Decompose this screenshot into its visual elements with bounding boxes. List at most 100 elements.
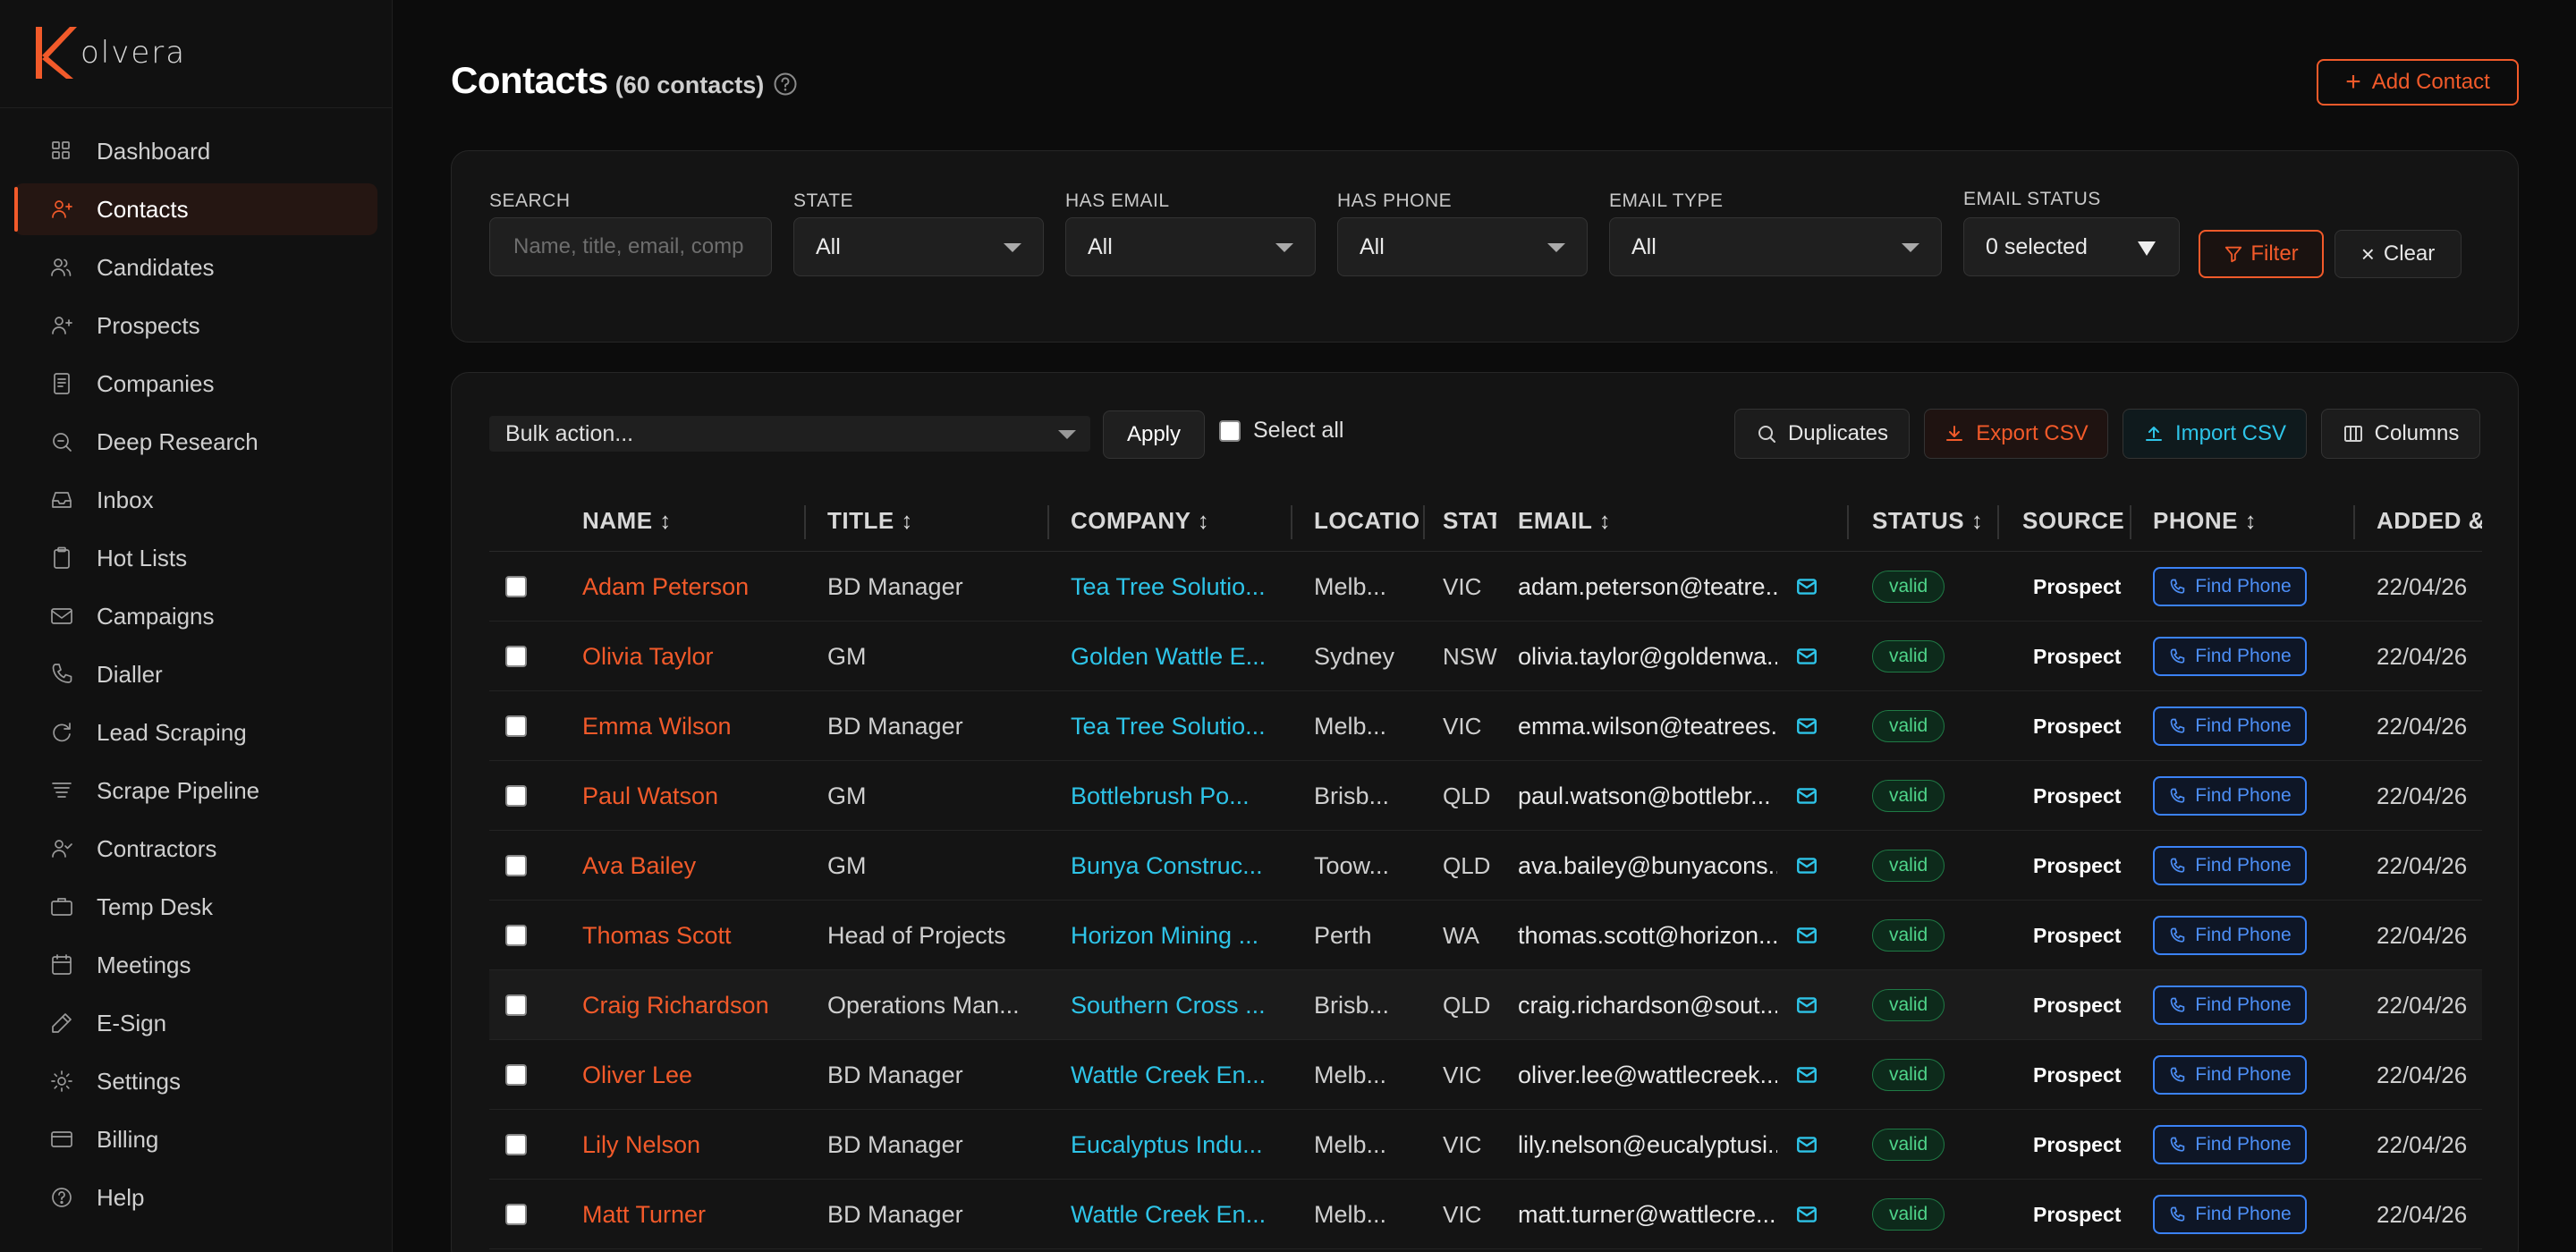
row-checkbox[interactable] bbox=[505, 622, 527, 691]
contact-name-link[interactable]: Matt Turner bbox=[582, 1200, 707, 1228]
company-link[interactable]: Golden Wattle E... bbox=[1071, 642, 1267, 670]
company-link[interactable]: Bottlebrush Po... bbox=[1071, 782, 1250, 809]
table-row[interactable]: Lily Nelson BD Manager Eucalyptus Indu... M… bbox=[489, 1110, 2482, 1180]
send-email-button[interactable] bbox=[1795, 552, 1824, 622]
send-email-button[interactable] bbox=[1795, 1110, 1824, 1180]
checkbox[interactable] bbox=[505, 925, 527, 946]
checkbox[interactable] bbox=[505, 1134, 527, 1155]
table-row[interactable]: Thomas Scott Head of Projects Horizon Mini… bbox=[489, 901, 2482, 970]
checkbox[interactable] bbox=[505, 1204, 527, 1225]
checkbox[interactable] bbox=[1219, 419, 1241, 442]
col-company[interactable]: COMPANY ↕ bbox=[1071, 506, 1210, 534]
contact-name-link[interactable]: Oliver Lee bbox=[582, 1061, 693, 1088]
find-phone-button[interactable]: Find Phone bbox=[2153, 776, 2307, 816]
column-divider[interactable] bbox=[1997, 505, 1999, 539]
company-link[interactable]: Southern Cross ... bbox=[1071, 991, 1266, 1019]
columns-button[interactable]: Columns bbox=[2321, 409, 2480, 459]
sidebar-item-inbox[interactable]: Inbox bbox=[14, 474, 377, 526]
contact-name-link[interactable]: Emma Wilson bbox=[582, 712, 732, 740]
help-circle-icon[interactable] bbox=[773, 72, 798, 97]
send-email-button[interactable] bbox=[1795, 901, 1824, 970]
column-divider[interactable] bbox=[2353, 505, 2355, 539]
col-name[interactable]: NAME ↕ bbox=[582, 506, 672, 534]
find-phone-button[interactable]: Find Phone bbox=[2153, 1055, 2307, 1095]
send-email-button[interactable] bbox=[1795, 831, 1824, 901]
company-link[interactable]: Bunya Construc... bbox=[1071, 851, 1263, 879]
table-row[interactable]: Emma Wilson BD Manager Tea Tree Solutio...… bbox=[489, 691, 2482, 761]
export-csv-button[interactable]: Export CSV bbox=[1924, 409, 2108, 459]
send-email-button[interactable] bbox=[1795, 761, 1824, 831]
find-phone-button[interactable]: Find Phone bbox=[2153, 1195, 2307, 1234]
col-email[interactable]: EMAIL ↕ bbox=[1518, 506, 1612, 534]
column-divider[interactable] bbox=[1423, 505, 1425, 539]
row-checkbox[interactable] bbox=[505, 1110, 527, 1180]
company-link[interactable]: Horizon Mining ... bbox=[1071, 921, 1259, 949]
table-row[interactable]: Matt Turner BD Manager Wattle Creek En... M… bbox=[489, 1180, 2482, 1249]
checkbox[interactable] bbox=[505, 855, 527, 876]
filter-button[interactable]: Filter bbox=[2199, 230, 2324, 278]
column-divider[interactable] bbox=[1047, 505, 1049, 539]
email-status-select[interactable]: 0 selected bbox=[1963, 217, 2180, 276]
select-all-checkbox[interactable]: Select all bbox=[1219, 418, 1343, 444]
send-email-button[interactable] bbox=[1795, 1040, 1824, 1110]
find-phone-button[interactable]: Find Phone bbox=[2153, 637, 2307, 676]
row-checkbox[interactable] bbox=[505, 970, 527, 1040]
find-phone-button[interactable]: Find Phone bbox=[2153, 916, 2307, 955]
find-phone-button[interactable]: Find Phone bbox=[2153, 846, 2307, 885]
checkbox[interactable] bbox=[505, 1064, 527, 1086]
company-link[interactable]: Tea Tree Solutio... bbox=[1071, 712, 1266, 740]
row-checkbox[interactable] bbox=[505, 831, 527, 901]
find-phone-button[interactable]: Find Phone bbox=[2153, 1125, 2307, 1164]
sidebar-item-settings[interactable]: Settings bbox=[14, 1055, 377, 1107]
sidebar-item-meetings[interactable]: Meetings bbox=[14, 939, 377, 991]
sidebar-item-contractors[interactable]: Contractors bbox=[14, 823, 377, 875]
sidebar-item-dashboard[interactable]: Dashboard bbox=[14, 125, 377, 177]
find-phone-button[interactable]: Find Phone bbox=[2153, 986, 2307, 1025]
row-checkbox[interactable] bbox=[505, 691, 527, 761]
row-checkbox[interactable] bbox=[505, 761, 527, 831]
column-divider[interactable] bbox=[1291, 505, 1292, 539]
has-email-select[interactable]: All bbox=[1065, 217, 1316, 276]
table-row[interactable]: Craig Richardson Operations Man... Souther… bbox=[489, 970, 2482, 1040]
column-divider[interactable] bbox=[1847, 505, 1849, 539]
company-link[interactable]: Tea Tree Solutio... bbox=[1071, 572, 1266, 600]
column-divider[interactable] bbox=[2130, 505, 2131, 539]
contact-name-link[interactable]: Adam Peterson bbox=[582, 572, 750, 600]
contact-name-link[interactable]: Olivia Taylor bbox=[582, 642, 714, 670]
search-input[interactable]: Name, title, email, comp bbox=[489, 217, 772, 276]
table-row[interactable]: Paul Watson GM Bottlebrush Po... Brisb... QL… bbox=[489, 761, 2482, 831]
table-row[interactable]: Adam Peterson BD Manager Tea Tree Solutio.… bbox=[489, 552, 2482, 622]
send-email-button[interactable] bbox=[1795, 622, 1824, 691]
checkbox[interactable] bbox=[505, 715, 527, 737]
contact-name-link[interactable]: Craig Richardson bbox=[582, 991, 769, 1019]
find-phone-button[interactable]: Find Phone bbox=[2153, 567, 2307, 606]
email-type-select[interactable]: All bbox=[1609, 217, 1942, 276]
row-checkbox[interactable] bbox=[505, 1040, 527, 1110]
sidebar-item-help[interactable]: Help bbox=[14, 1172, 377, 1223]
sidebar-item-hot-lists[interactable]: Hot Lists bbox=[14, 532, 377, 584]
contact-name-link[interactable]: Ava Bailey bbox=[582, 851, 697, 879]
apply-button[interactable]: Apply bbox=[1103, 410, 1205, 459]
sidebar-item-campaigns[interactable]: Campaigns bbox=[14, 590, 377, 642]
checkbox[interactable] bbox=[505, 994, 527, 1016]
has-phone-select[interactable]: All bbox=[1337, 217, 1588, 276]
sidebar-item-e-sign[interactable]: E-Sign bbox=[14, 997, 377, 1049]
checkbox[interactable] bbox=[505, 646, 527, 667]
find-phone-button[interactable]: Find Phone bbox=[2153, 706, 2307, 746]
sidebar-item-prospects[interactable]: Prospects bbox=[14, 300, 377, 351]
sidebar-item-candidates[interactable]: Candidates bbox=[14, 241, 377, 293]
contact-name-link[interactable]: Lily Nelson bbox=[582, 1130, 701, 1158]
sidebar-item-companies[interactable]: Companies bbox=[14, 358, 377, 410]
col-location[interactable]: LOCATIO bbox=[1314, 506, 1420, 534]
sidebar-item-lead-scraping[interactable]: Lead Scraping bbox=[14, 706, 377, 758]
import-csv-button[interactable]: Import CSV bbox=[2123, 409, 2307, 459]
sidebar-item-billing[interactable]: Billing bbox=[14, 1113, 377, 1165]
sidebar-item-deep-research[interactable]: Deep Research bbox=[14, 416, 377, 468]
row-checkbox[interactable] bbox=[505, 901, 527, 970]
sidebar-item-dialler[interactable]: Dialler bbox=[14, 648, 377, 700]
row-checkbox[interactable] bbox=[505, 552, 527, 622]
contact-name-link[interactable]: Thomas Scott bbox=[582, 921, 732, 949]
checkbox[interactable] bbox=[505, 785, 527, 807]
send-email-button[interactable] bbox=[1795, 691, 1824, 761]
col-phone[interactable]: PHONE ↕ bbox=[2153, 506, 2258, 534]
